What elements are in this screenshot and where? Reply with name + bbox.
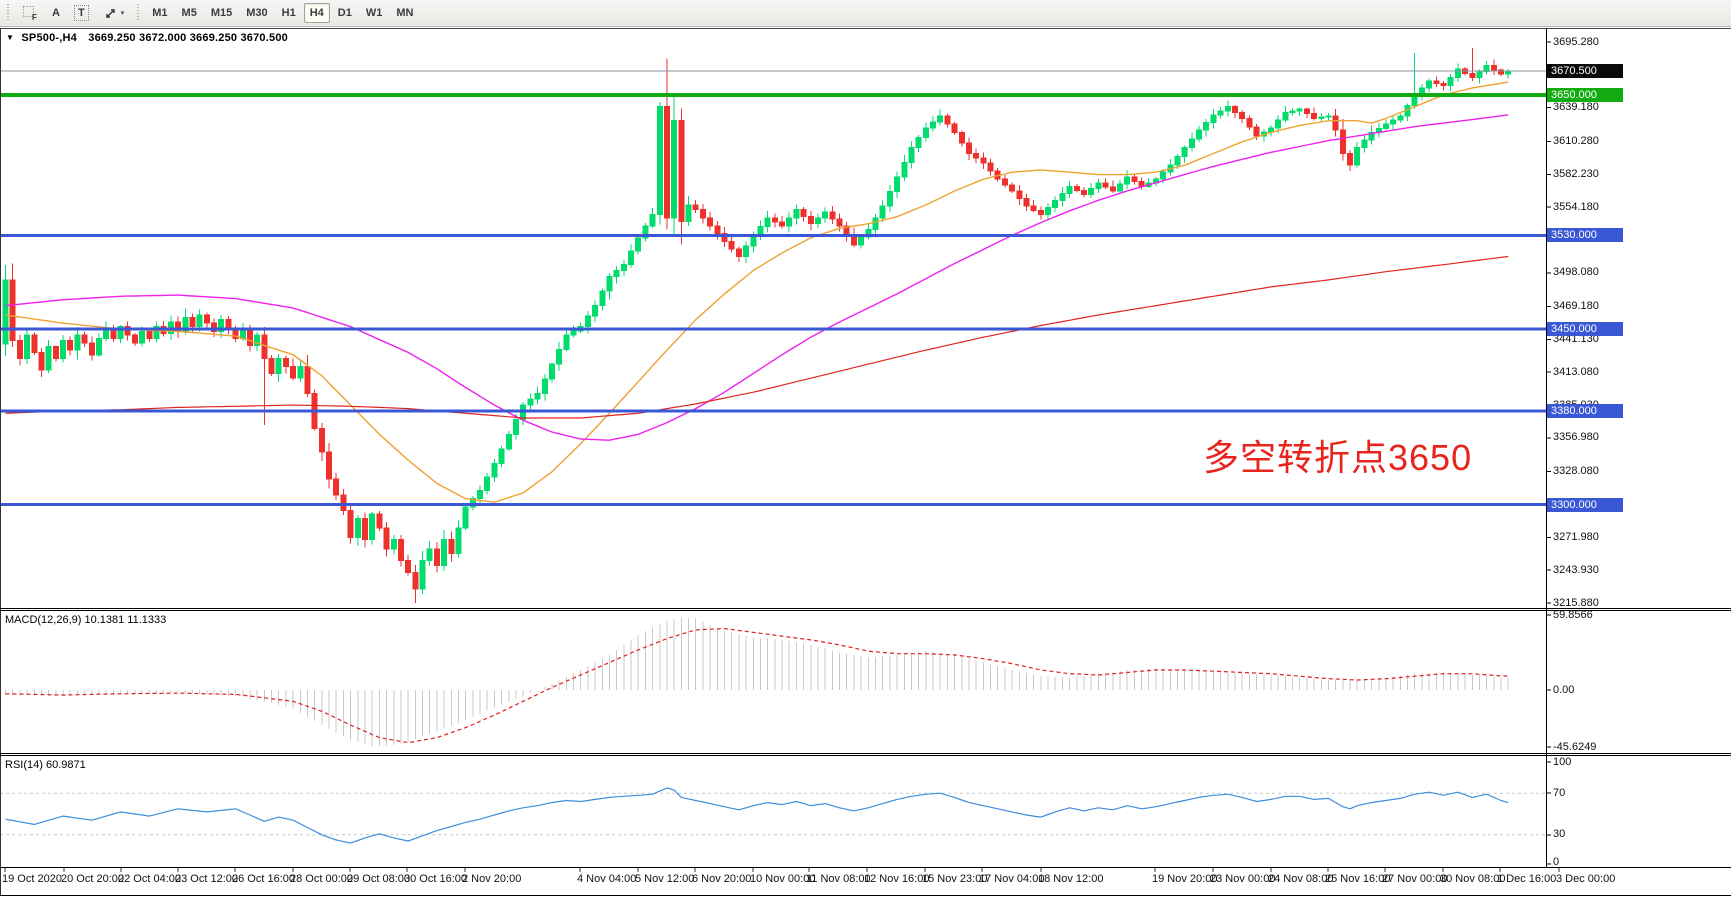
dotted-grid-icon: F	[23, 6, 37, 21]
time-tick-label: 1 Dec 16:00	[1497, 873, 1557, 885]
time-tick-label: 4 Nov 04:00	[577, 873, 637, 885]
timeframe-bar: M1 M5 M15 M30 H1 H4 D1 W1 MN	[146, 3, 419, 23]
time-tick-label: 10 Nov 00:00	[750, 873, 816, 885]
svg-text:F: F	[32, 13, 37, 21]
indicator-scale-label: -45.6249	[1553, 740, 1597, 753]
price-tick-label: 3413.080	[1553, 365, 1599, 378]
annotate-a-button[interactable]: A	[46, 3, 66, 23]
time-tick-label: 5 Nov 12:00	[635, 873, 695, 885]
indicator-scale-label: 59.8566	[1553, 608, 1593, 621]
price-tick-label: 3582.230	[1553, 167, 1599, 180]
indicator-scale-label: 100	[1553, 755, 1572, 768]
timeframe-m30[interactable]: M30	[240, 3, 273, 23]
time-tick-label: 12 Nov 16:00	[864, 873, 930, 885]
ohlc-values: 3669.250 3672.000 3669.250 3670.500	[88, 32, 288, 44]
time-tick-label: 19 Nov 20:00	[1152, 873, 1218, 885]
price-line-box: 3530.000	[1547, 228, 1623, 243]
time-tick-label: 3 Dec 00:00	[1556, 873, 1616, 885]
text-tool-label: T	[74, 5, 89, 21]
indicator-scale-label: 70	[1553, 786, 1566, 799]
pane-borders	[0, 28, 1731, 896]
timeframe-h4[interactable]: H4	[303, 3, 330, 23]
macd-pane	[5, 617, 1509, 747]
price-tick-label: 3271.980	[1553, 530, 1599, 543]
time-tick-label: 19 Oct 2020	[2, 873, 62, 885]
toolbar: F A T ▾ M1 M5 M15 M30 H1 H4 D1 W1 MN	[0, 0, 1731, 27]
time-tick-label: 24 Nov 08:00	[1268, 873, 1334, 885]
time-tick-label: 17 Nov 04:00	[979, 873, 1045, 885]
timeframe-m15[interactable]: M15	[205, 3, 238, 23]
macd-signal-line	[5, 627, 1509, 744]
chart-annotation: 多空转折点3650	[1203, 437, 1473, 478]
price-tick-label: 3243.930	[1553, 563, 1599, 576]
price-line-box: 3670.500	[1547, 63, 1623, 78]
annotate-a-label: A	[52, 7, 60, 19]
symbol-period-label: SP500-,H4	[21, 32, 77, 44]
macd-indicator-label: MACD(12,26,9) 10.1381 11.1333	[5, 614, 167, 626]
cursor-scale-button[interactable]: ▾	[97, 3, 131, 23]
rsi-indicator-label: RSI(14) 60.9871	[5, 759, 86, 771]
timeframe-mn[interactable]: MN	[390, 3, 419, 23]
text-tool-button[interactable]: T	[68, 3, 95, 23]
chart-title: ▼ SP500-,H4 3669.250 3672.000 3669.250 3…	[6, 32, 288, 44]
time-tick-label: 11 Nov 08:00	[806, 873, 871, 885]
timeframe-m1[interactable]: M1	[146, 3, 173, 23]
collapse-arrow-icon[interactable]: ▼	[6, 33, 15, 42]
time-tick-label: 2 Nov 20:00	[462, 873, 522, 885]
time-tick-label: 23 Oct 12:00	[175, 873, 238, 885]
ma-fast-orange	[5, 81, 1509, 503]
price-tick-label: 3328.080	[1553, 465, 1599, 478]
time-tick-label: 22 Oct 04:00	[118, 873, 181, 885]
timeframe-d1[interactable]: D1	[332, 3, 358, 23]
time-tick-label: 27 Nov 00:00	[1382, 873, 1448, 885]
indicator-scale-label: 0	[1553, 856, 1560, 868]
chart-grid-icon[interactable]: F	[16, 3, 44, 23]
rsi-pane	[0, 787, 1546, 844]
rsi-line	[5, 787, 1509, 844]
timeframe-h1[interactable]: H1	[276, 3, 302, 23]
moving-averages-layer	[5, 81, 1509, 503]
indicator-scale-label: 30	[1553, 828, 1566, 841]
time-tick-label: 6 Nov 20:00	[692, 873, 752, 885]
time-tick-label: 25 Nov 16:00	[1325, 873, 1391, 885]
time-tick-label: 28 Oct 00:00	[290, 873, 353, 885]
price-tick-label: 3356.980	[1553, 431, 1599, 444]
price-line-box: 3650.000	[1547, 87, 1623, 102]
dropdown-caret-icon: ▾	[120, 10, 125, 17]
price-lines-layer	[0, 70, 1546, 507]
timeframe-m5[interactable]: M5	[176, 3, 203, 23]
price-tick-label: 3554.180	[1553, 200, 1599, 213]
timeframe-w1[interactable]: W1	[360, 3, 389, 23]
candles-layer	[2, 48, 1512, 603]
time-tick-label: 26 Oct 16:00	[232, 873, 295, 885]
indicator-scale-label: 0.00	[1553, 683, 1575, 696]
time-tick-label: 30 Oct 16:00	[404, 873, 467, 885]
chart-canvas[interactable]	[0, 28, 1731, 897]
price-tick-label: 3610.280	[1553, 134, 1599, 147]
diagonal-arrows-icon	[106, 9, 115, 18]
price-line-box: 3380.000	[1547, 403, 1623, 418]
price-tick-label: 3695.280	[1553, 35, 1599, 48]
price-tick-label: 3639.180	[1553, 101, 1599, 114]
time-tick-label: 23 Nov 00:00	[1210, 873, 1276, 885]
time-tick-label: 20 Oct 20:00	[61, 873, 124, 885]
price-tick-label: 3469.180	[1553, 300, 1599, 313]
chart-area[interactable]	[0, 28, 1731, 897]
time-tick-label: 18 Nov 12:00	[1038, 873, 1104, 885]
time-tick-label: 30 Nov 08:00	[1440, 873, 1506, 885]
time-tick-label: 29 Oct 08:00	[347, 873, 410, 885]
price-line-box: 3450.000	[1547, 322, 1623, 337]
price-tick-label: 3215.880	[1553, 596, 1599, 609]
toolbar-group-separator[interactable]	[135, 4, 142, 22]
price-line-box: 3300.000	[1547, 497, 1623, 512]
price-tick-label: 3498.080	[1553, 266, 1599, 279]
toolbar-drag-handle[interactable]	[5, 4, 11, 22]
time-tick-label: 15 Nov 23:00	[922, 873, 988, 885]
ma-medium-magenta	[5, 114, 1509, 441]
ma-slow-red	[5, 255, 1509, 419]
